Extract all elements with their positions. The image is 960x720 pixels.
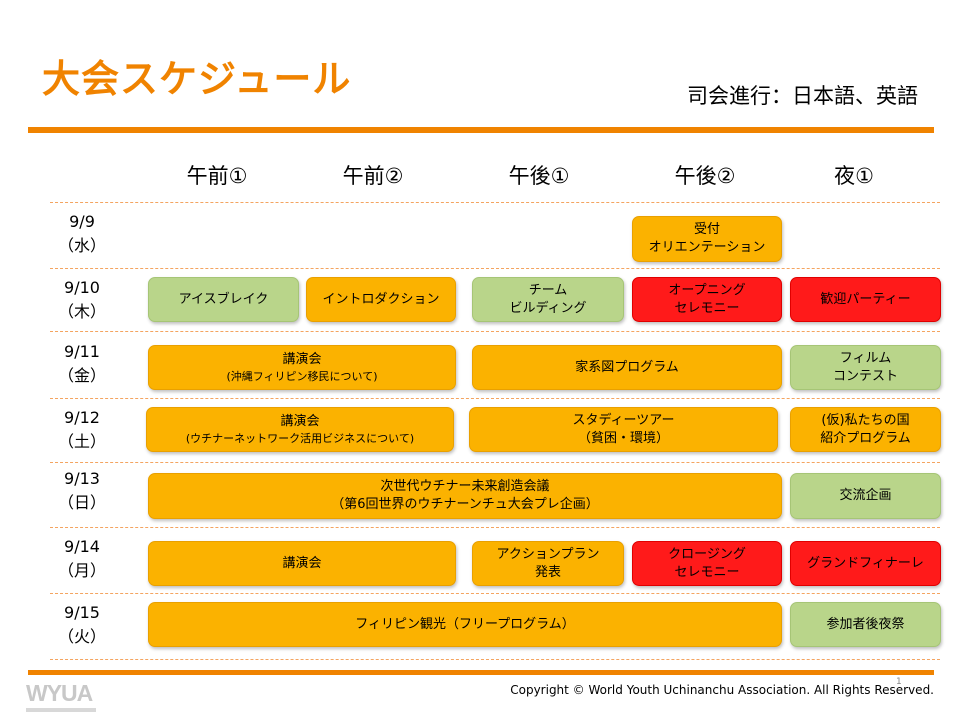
column-header-morning-2: 午前② [342, 164, 404, 188]
date-label: 9/12 [64, 408, 100, 427]
event-welcome-party: 歓迎パーティー [790, 277, 941, 322]
event-film-contest: フィルム コンテスト [790, 345, 941, 390]
event-subtitle: (ウチナーネットワーク活用ビジネスについて) [185, 432, 415, 445]
event-study-tour: スタディーツアー （貧困・環境） [469, 407, 778, 452]
column-header-afternoon-1: 午後① [508, 164, 570, 188]
event-after-party: 参加者後夜祭 [790, 602, 941, 647]
row-date-9-14: 9/14 （月） [46, 535, 118, 583]
copyright-notice: Copyright © World Youth Uchinanchu Assoc… [510, 683, 934, 697]
event-icebreak: アイスブレイク [148, 277, 299, 322]
event-title: 講演会 [282, 352, 322, 367]
event-family-tree-program: 家系図プログラム [472, 345, 782, 390]
weekday-label: （金） [57, 366, 106, 385]
event-subtitle: (沖縄フィリピン移民について) [226, 370, 378, 383]
row-date-9-9: 9/9 （水） [46, 210, 118, 258]
event-philippines-sightseeing: フィリピン観光（フリープログラム） [148, 602, 782, 647]
weekday-label: （日） [57, 493, 106, 512]
row-date-9-11: 9/11 （金） [46, 340, 118, 388]
weekday-label: （木） [57, 302, 106, 321]
row-divider [50, 527, 940, 528]
weekday-label: （月） [57, 561, 106, 580]
event-closing-ceremony: クロージング セレモニー [632, 541, 782, 586]
row-divider [50, 331, 940, 332]
logo-text: WYUA [26, 680, 93, 706]
page-title: 大会スケジュール [42, 57, 352, 101]
footer-bar [28, 670, 934, 675]
row-divider [50, 202, 940, 203]
date-label: 9/15 [64, 603, 100, 622]
column-header-morning-1: 午前① [186, 164, 248, 188]
date-label: 9/14 [64, 537, 100, 556]
event-team-building: チーム ビルディング [472, 277, 624, 322]
event-action-plan-presentation: アクションプラン 発表 [472, 541, 624, 586]
event-country-introduction: (仮)私たちの国 紹介プログラム [790, 407, 941, 452]
date-label: 9/11 [64, 342, 100, 361]
event-reception-orientation: 受付 オリエンテーション [632, 216, 782, 262]
event-exchange-program: 交流企画 [790, 473, 941, 519]
weekday-label: （水） [57, 236, 106, 255]
column-header-night-1: 夜① [834, 164, 874, 188]
moderator-language-note: 司会進行：日本語、英語 [687, 84, 918, 108]
date-label: 9/9 [69, 212, 95, 231]
row-divider [50, 659, 940, 660]
row-date-9-15: 9/15 （火） [46, 601, 118, 649]
row-divider [50, 593, 940, 594]
event-lecture-okinawa-philippines: 講演会 (沖縄フィリピン移民について) [148, 345, 456, 390]
date-label: 9/13 [64, 469, 100, 488]
event-future-conference: 次世代ウチナー未来創造会議 （第6回世界のウチナーンチュ大会プレ企画） [148, 473, 782, 519]
row-divider [50, 268, 940, 269]
row-date-9-13: 9/13 （日） [46, 467, 118, 515]
weekday-label: （土） [57, 432, 106, 451]
row-date-9-12: 9/12 （土） [46, 406, 118, 454]
event-opening-ceremony: オープニング セレモニー [632, 277, 782, 322]
column-header-afternoon-2: 午後② [674, 164, 736, 188]
event-lecture-uchinaa-network: 講演会 (ウチナーネットワーク活用ビジネスについて) [146, 407, 454, 452]
event-lecture: 講演会 [148, 541, 456, 586]
weekday-label: （火） [57, 627, 106, 646]
event-title: 講演会 [280, 414, 320, 429]
event-grand-finale: グランドフィナーレ [790, 541, 941, 586]
row-divider [50, 462, 940, 463]
date-label: 9/10 [64, 278, 100, 297]
page-number: 1 [896, 677, 902, 687]
logo-underline [26, 708, 96, 712]
row-divider [50, 398, 940, 399]
wyua-logo: WYUA [26, 680, 96, 714]
title-underline [28, 127, 934, 133]
row-date-9-10: 9/10 （木） [46, 276, 118, 324]
event-introduction: イントロダクション [306, 277, 456, 322]
